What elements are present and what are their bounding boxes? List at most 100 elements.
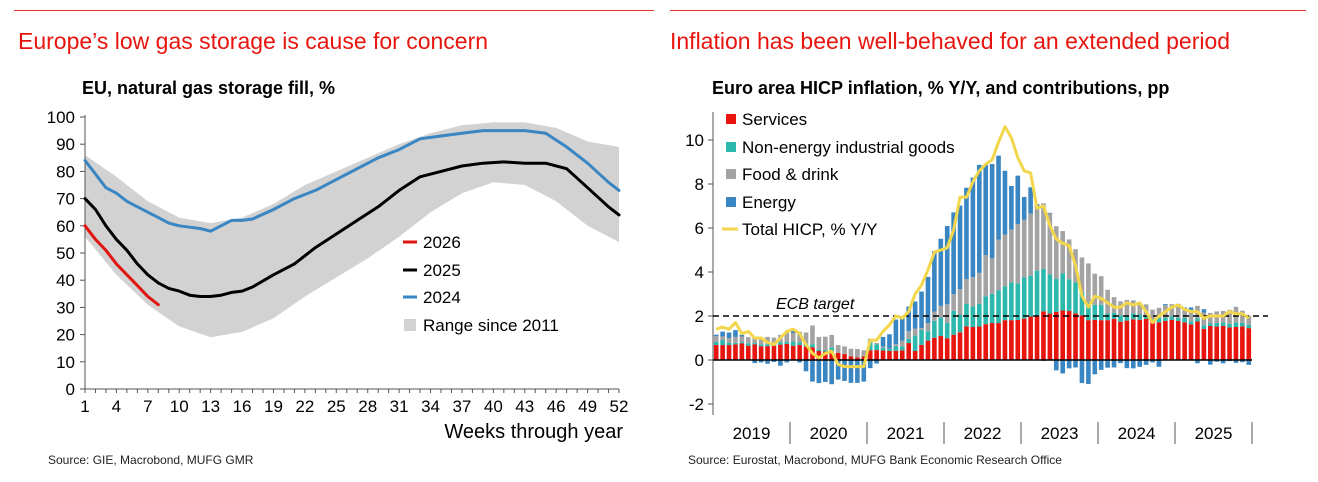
- bar-food-drink: [739, 336, 745, 343]
- hicp-x-tick-label: 2019: [733, 424, 771, 443]
- bar-energy: [1220, 360, 1226, 364]
- gas-chart-title: EU, natural gas storage fill, %: [82, 78, 336, 98]
- bar-services: [1188, 324, 1194, 360]
- left-top-rule: [14, 10, 654, 11]
- bar-energy: [778, 360, 783, 366]
- legend-label: 2024: [423, 288, 461, 307]
- bar-non-energy-goods: [1066, 279, 1072, 311]
- gas-x-tick-label: 28: [358, 397, 377, 416]
- bar-food-drink: [745, 337, 751, 344]
- bar-energy: [1156, 360, 1162, 367]
- bar-energy: [1137, 360, 1143, 367]
- bar-food-drink: [1246, 315, 1252, 325]
- series-line-2026: [83, 224, 160, 307]
- gas-x-tick-label: 4: [112, 397, 121, 416]
- bar-services: [733, 344, 738, 360]
- bar-food-drink: [816, 336, 822, 350]
- gas-x-tick-label: 52: [610, 397, 629, 416]
- gas-x-tick-label: 37: [452, 397, 471, 416]
- bar-services: [855, 357, 860, 360]
- bar-non-energy-goods: [906, 338, 912, 344]
- bar-non-energy-goods: [964, 303, 969, 327]
- bar-services: [784, 343, 790, 360]
- bar-non-energy-goods: [1041, 268, 1046, 312]
- bar-food-drink: [1092, 273, 1098, 305]
- bar-services: [790, 345, 796, 360]
- bar-services: [919, 344, 924, 360]
- bar-energy: [771, 360, 777, 362]
- bar-energy: [1163, 304, 1168, 306]
- bar-food-drink: [1041, 203, 1046, 269]
- bar-services: [874, 350, 879, 360]
- bar-non-energy-goods: [784, 341, 790, 344]
- bar-food-drink: [1240, 310, 1245, 323]
- series-line-2024: [83, 129, 621, 233]
- bar-services: [861, 356, 867, 360]
- hicp-y-tick-label: -2: [689, 395, 704, 414]
- bar-food-drink: [822, 336, 828, 351]
- bar-energy: [1105, 360, 1110, 368]
- bar-non-energy-goods: [1098, 304, 1104, 321]
- bar-energy: [758, 360, 764, 363]
- bar-services: [1182, 322, 1187, 360]
- bar-food-drink: [899, 340, 905, 347]
- bar-energy: [951, 212, 956, 294]
- bar-services: [765, 346, 770, 360]
- bar-services: [887, 350, 892, 360]
- bar-food-drink: [1156, 307, 1162, 318]
- bar-services: [713, 345, 719, 360]
- bar-non-energy-goods: [1207, 323, 1213, 326]
- right-headline: Inflation has been well-behaved for an e…: [670, 28, 1231, 54]
- bar-services: [816, 350, 822, 360]
- bar-food-drink: [829, 334, 835, 348]
- bar-food-drink: [887, 348, 892, 350]
- bar-food-drink: [1015, 224, 1021, 284]
- gas-x-tick-label: 16: [233, 397, 252, 416]
- legend-label: Non-energy industrial goods: [742, 138, 955, 157]
- bar-non-energy-goods: [1188, 321, 1194, 325]
- bar-food-drink: [1066, 239, 1072, 280]
- bar-services: [835, 352, 841, 360]
- bar-energy: [880, 336, 886, 347]
- bar-energy: [1060, 360, 1066, 374]
- bar-non-energy-goods: [932, 320, 937, 338]
- bar-energy: [925, 276, 931, 324]
- bar-energy: [964, 187, 969, 280]
- bar-energy: [1079, 360, 1085, 384]
- gas-x-tick-label: 19: [264, 397, 283, 416]
- bar-energy: [887, 334, 892, 349]
- bar-food-drink: [842, 346, 847, 355]
- bar-non-energy-goods: [1156, 317, 1162, 323]
- bar-food-drink: [925, 323, 931, 332]
- bar-energy: [1098, 360, 1104, 370]
- bar-energy: [989, 163, 995, 259]
- bar-energy: [733, 330, 738, 337]
- bar-non-energy-goods: [1182, 317, 1187, 323]
- bar-non-energy-goods: [1143, 315, 1149, 319]
- bar-services: [1220, 325, 1226, 360]
- legend-swatch-range: [404, 319, 416, 331]
- legend-label: 2025: [423, 261, 461, 280]
- gas-x-tick-label: 22: [295, 397, 314, 416]
- bar-non-energy-goods: [1227, 323, 1232, 328]
- bar-energy: [1124, 360, 1130, 369]
- gas-y-tick-label: 30: [56, 298, 75, 317]
- legend-swatch: [726, 114, 736, 124]
- bar-energy: [797, 360, 802, 363]
- gas-y-tick-label: 50: [56, 244, 75, 263]
- bar-services: [1092, 319, 1098, 360]
- bar-services: [1195, 321, 1200, 360]
- bar-non-energy-goods: [1009, 282, 1014, 321]
- bar-energy: [790, 330, 796, 334]
- bar-services: [1047, 313, 1053, 360]
- bar-energy: [1073, 360, 1078, 368]
- gas-x-tick-label: 13: [201, 397, 220, 416]
- bar-energy: [893, 319, 899, 345]
- right-source-note: Source: Eurostat, Macrobond, MUFG Bank E…: [688, 453, 1062, 467]
- gas-x-tick-label: 43: [515, 397, 534, 416]
- bar-food-drink: [1002, 234, 1008, 287]
- bar-services: [1073, 313, 1078, 360]
- gas-x-tick-label: 49: [578, 397, 597, 416]
- bar-energy: [713, 334, 719, 337]
- bar-food-drink: [1009, 229, 1014, 283]
